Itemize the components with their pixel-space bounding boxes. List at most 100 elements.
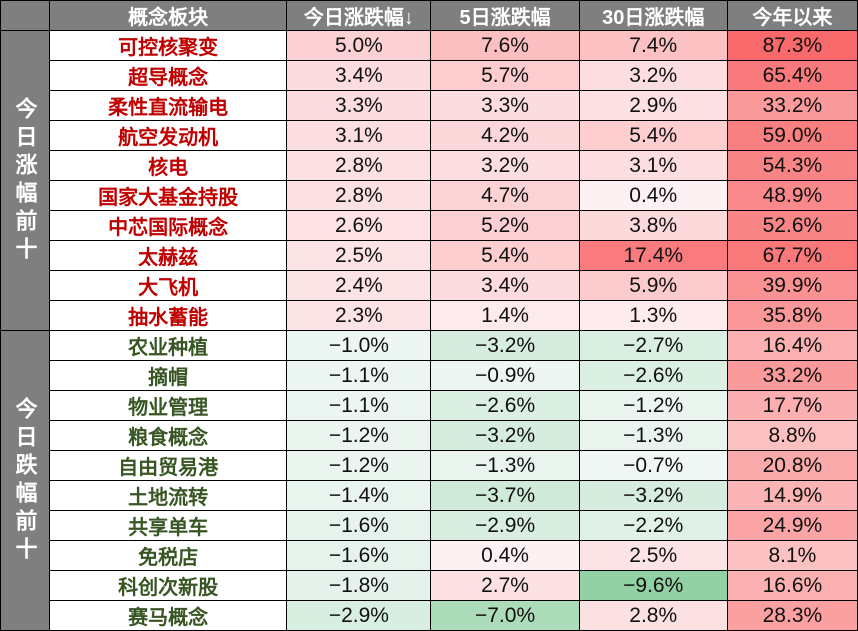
table-row: 抽水蓄能 2.3% 1.4% 1.3% 35.8% bbox=[1, 300, 858, 331]
table-row: 科创次新股 −1.8% 2.7% −9.6% 16.6% bbox=[1, 570, 858, 601]
value-cell: 3.1% bbox=[286, 120, 432, 151]
value-cell: 1.4% bbox=[430, 300, 580, 331]
value-cell: 2.4% bbox=[286, 270, 432, 301]
sector-name: 农业种植 bbox=[49, 330, 288, 361]
value-cell: 2.9% bbox=[578, 90, 728, 121]
value-cell: −2.7% bbox=[578, 330, 728, 361]
value-cell: 35.8% bbox=[726, 300, 858, 331]
value-cell: −2.9% bbox=[286, 600, 432, 631]
value-cell: 33.2% bbox=[726, 360, 858, 391]
value-cell: −1.3% bbox=[578, 420, 728, 451]
group-header bbox=[0, 0, 51, 31]
table-row: 粮食概念 −1.2% −3.2% −1.3% 8.8% bbox=[1, 420, 858, 451]
value-cell: −3.2% bbox=[578, 480, 728, 511]
value-cell: 2.6% bbox=[286, 210, 432, 241]
value-cell: −1.6% bbox=[286, 540, 432, 571]
value-cell: −9.6% bbox=[578, 570, 728, 601]
value-cell: 16.6% bbox=[726, 570, 858, 601]
value-cell: −2.2% bbox=[578, 510, 728, 541]
value-cell: 4.2% bbox=[430, 120, 580, 151]
table-row: 航空发动机 3.1% 4.2% 5.4% 59.0% bbox=[1, 120, 858, 151]
sector-name: 柔性直流输电 bbox=[49, 90, 288, 121]
value-cell: −1.1% bbox=[286, 390, 432, 421]
value-cell: −3.7% bbox=[430, 480, 580, 511]
value-cell: 14.9% bbox=[726, 480, 858, 511]
value-cell: 3.4% bbox=[430, 270, 580, 301]
sector-name: 共享单车 bbox=[49, 510, 288, 541]
value-cell: 52.6% bbox=[726, 210, 858, 241]
group-label: 今日涨幅前十 bbox=[0, 30, 51, 331]
value-cell: 7.4% bbox=[578, 30, 728, 61]
value-cell: 5.0% bbox=[286, 30, 432, 61]
value-cell: 59.0% bbox=[726, 120, 858, 151]
sector-name: 国家大基金持股 bbox=[49, 180, 288, 211]
value-cell: 8.1% bbox=[726, 540, 858, 571]
value-cell: −1.0% bbox=[286, 330, 432, 361]
value-cell: 2.8% bbox=[578, 600, 728, 631]
value-cell: −1.2% bbox=[286, 420, 432, 451]
value-cell: 3.2% bbox=[430, 150, 580, 181]
value-cell: 5.4% bbox=[578, 120, 728, 151]
column-header[interactable]: 30日涨跌幅 bbox=[578, 0, 728, 31]
value-cell: 4.7% bbox=[430, 180, 580, 211]
value-cell: 3.1% bbox=[578, 150, 728, 181]
value-cell: 65.4% bbox=[726, 60, 858, 91]
value-cell: −1.6% bbox=[286, 510, 432, 541]
sector-name: 摘帽 bbox=[49, 360, 288, 391]
value-cell: 2.5% bbox=[286, 240, 432, 271]
table-row: 物业管理 −1.1% −2.6% −1.2% 17.7% bbox=[1, 390, 858, 421]
column-header[interactable]: 概念板块 bbox=[49, 0, 288, 31]
value-cell: −2.6% bbox=[430, 390, 580, 421]
value-cell: 20.8% bbox=[726, 450, 858, 481]
value-cell: 33.2% bbox=[726, 90, 858, 121]
sector-name: 自由贸易港 bbox=[49, 450, 288, 481]
value-cell: 16.4% bbox=[726, 330, 858, 361]
value-cell: 3.3% bbox=[286, 90, 432, 121]
sector-name: 可控核聚变 bbox=[49, 30, 288, 61]
value-cell: 17.7% bbox=[726, 390, 858, 421]
sector-name: 核电 bbox=[49, 150, 288, 181]
sector-name: 超导概念 bbox=[49, 60, 288, 91]
table-row: 免税店 −1.6% 0.4% 2.5% 8.1% bbox=[1, 540, 858, 571]
table-row: 大飞机 2.4% 3.4% 5.9% 39.9% bbox=[1, 270, 858, 301]
value-cell: 5.9% bbox=[578, 270, 728, 301]
value-cell: −1.3% bbox=[430, 450, 580, 481]
sector-name: 免税店 bbox=[49, 540, 288, 571]
value-cell: −2.9% bbox=[430, 510, 580, 541]
value-cell: 1.3% bbox=[578, 300, 728, 331]
value-cell: −0.7% bbox=[578, 450, 728, 481]
table-row: 自由贸易港 −1.2% −1.3% −0.7% 20.8% bbox=[1, 450, 858, 481]
value-cell: 54.3% bbox=[726, 150, 858, 181]
value-cell: −2.6% bbox=[578, 360, 728, 391]
value-cell: −3.2% bbox=[430, 420, 580, 451]
table-row: 核电 2.8% 3.2% 3.1% 54.3% bbox=[1, 150, 858, 181]
value-cell: −1.4% bbox=[286, 480, 432, 511]
column-header[interactable]: 今日涨跌幅↓ bbox=[286, 0, 432, 31]
value-cell: 17.4% bbox=[578, 240, 728, 271]
sector-name: 航空发动机 bbox=[49, 120, 288, 151]
value-cell: 2.3% bbox=[286, 300, 432, 331]
table-row: 摘帽 −1.1% −0.9% −2.6% 33.2% bbox=[1, 360, 858, 391]
header-row: 概念板块 今日涨跌幅↓ 5日涨跌幅 30日涨跌幅 今年以来 bbox=[0, 0, 858, 31]
column-header[interactable]: 5日涨跌幅 bbox=[430, 0, 580, 31]
column-header[interactable]: 今年以来 bbox=[726, 0, 858, 31]
value-cell: −1.8% bbox=[286, 570, 432, 601]
sector-name: 物业管理 bbox=[49, 390, 288, 421]
value-cell: −0.9% bbox=[430, 360, 580, 391]
table-row: 太赫兹 2.5% 5.4% 17.4% 67.7% bbox=[1, 240, 858, 271]
value-cell: 28.3% bbox=[726, 600, 858, 631]
value-cell: 3.2% bbox=[578, 60, 728, 91]
value-cell: −3.2% bbox=[430, 330, 580, 361]
table-row: 共享单车 −1.6% −2.9% −2.2% 24.9% bbox=[1, 510, 858, 541]
sector-name: 大飞机 bbox=[49, 270, 288, 301]
value-cell: 7.6% bbox=[430, 30, 580, 61]
table-row: 今日涨幅前十 可控核聚变 5.0% 7.6% 7.4% 87.3% bbox=[0, 30, 858, 331]
value-cell: 2.8% bbox=[286, 150, 432, 181]
sector-name: 抽水蓄能 bbox=[49, 300, 288, 331]
sector-name: 中芯国际概念 bbox=[49, 210, 288, 241]
sector-name: 粮食概念 bbox=[49, 420, 288, 451]
sector-name: 赛马概念 bbox=[49, 600, 288, 631]
value-cell: 5.4% bbox=[430, 240, 580, 271]
table-row: 中芯国际概念 2.6% 5.2% 3.8% 52.6% bbox=[1, 210, 858, 241]
